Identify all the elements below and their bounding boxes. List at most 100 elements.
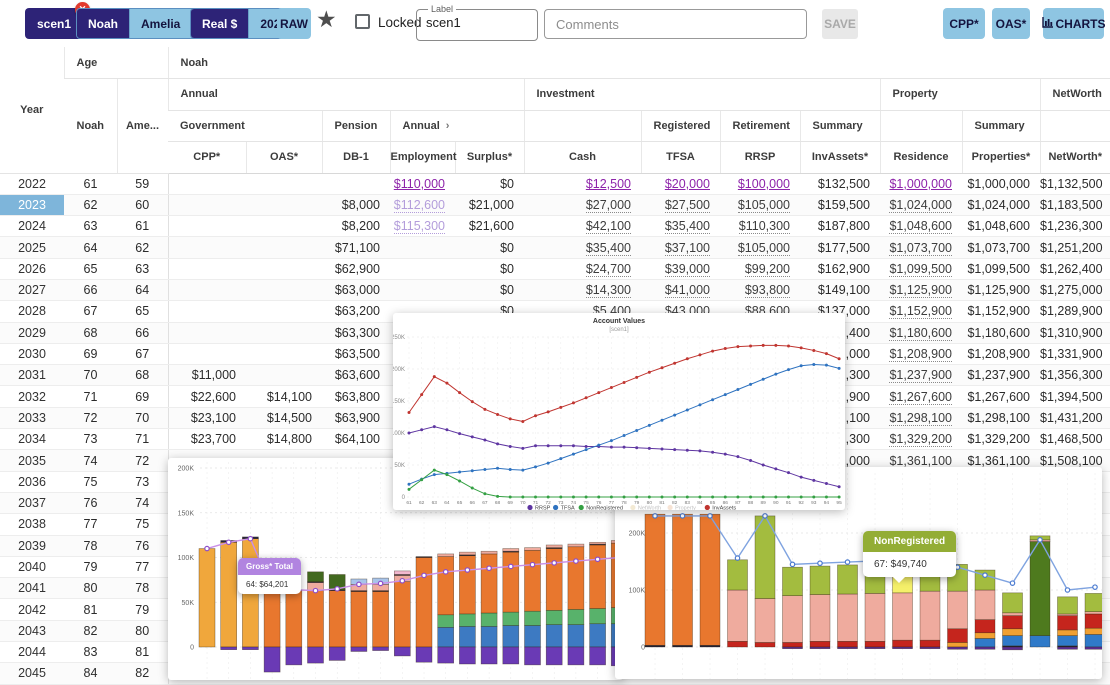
cpp-button[interactable]: CPP* <box>943 8 985 39</box>
account-values-chart[interactable]: Account Values[scen1]250K200K150K100K50K… <box>393 313 845 510</box>
locked-checkbox[interactable] <box>355 14 370 29</box>
year-cell[interactable]: 2025 <box>0 237 64 258</box>
year-cell[interactable]: 2036 <box>0 471 64 492</box>
year-cell[interactable]: 2045 <box>0 663 64 684</box>
table-cell[interactable]: $1,180,600 <box>880 322 962 343</box>
year-cell[interactable]: 2037 <box>0 492 64 513</box>
year-cell[interactable]: 2027 <box>0 279 64 300</box>
col-header-blank <box>1040 110 1110 142</box>
col-header-invassets-[interactable]: InvAssets* <box>800 142 880 174</box>
table-cell[interactable]: $100,000 <box>720 173 800 194</box>
year-cell[interactable]: 2022 <box>0 173 64 194</box>
table-cell[interactable]: $14,300 <box>524 279 641 300</box>
table-cell[interactable]: $27,000 <box>524 194 641 215</box>
table-cell: 66 <box>117 322 168 343</box>
col-header-rrsp[interactable]: RRSP <box>720 142 800 174</box>
year-cell[interactable]: 2028 <box>0 301 64 322</box>
table-cell[interactable]: $99,200 <box>720 258 800 279</box>
col-header-cash[interactable]: Cash <box>524 142 641 174</box>
svg-text:70: 70 <box>520 500 526 506</box>
year-cell[interactable]: 2026 <box>0 258 64 279</box>
year-cell[interactable]: 2039 <box>0 535 64 556</box>
table-cell[interactable]: $1,125,900 <box>880 279 962 300</box>
year-cell[interactable]: 2042 <box>0 599 64 620</box>
table-cell[interactable]: $24,700 <box>524 258 641 279</box>
col-header-surplus-[interactable]: Surplus* <box>455 142 524 174</box>
table-cell[interactable]: $1,329,200 <box>880 429 962 450</box>
table-cell[interactable]: $1,152,900 <box>880 301 962 322</box>
year-cell[interactable]: 2023 <box>0 194 64 215</box>
table-cell[interactable]: $105,000 <box>720 237 800 258</box>
col-header-employment[interactable]: Employment <box>390 142 455 174</box>
year-cell[interactable]: 2032 <box>0 386 64 407</box>
table-cell[interactable]: $1,208,900 <box>880 343 962 364</box>
table-cell[interactable]: $1,267,600 <box>880 386 962 407</box>
col-header-tfsa[interactable]: TFSA <box>641 142 720 174</box>
year-cell[interactable]: 2033 <box>0 407 64 428</box>
year-cell[interactable]: 2024 <box>0 216 64 237</box>
year-cell[interactable]: 2034 <box>0 429 64 450</box>
save-button[interactable]: SAVE <box>822 9 858 39</box>
table-cell[interactable]: $20,000 <box>641 173 720 194</box>
year-cell[interactable]: 2030 <box>0 343 64 364</box>
col-header-db-1[interactable]: DB-1 <box>322 142 390 174</box>
table-cell[interactable]: $110,300 <box>720 216 800 237</box>
table-cell[interactable]: $27,500 <box>641 194 720 215</box>
table-cell[interactable]: $1,048,600 <box>880 216 962 237</box>
year-cell[interactable]: 2029 <box>0 322 64 343</box>
table-cell[interactable]: $37,100 <box>641 237 720 258</box>
label-input[interactable] <box>426 15 528 30</box>
year-cell[interactable]: 2044 <box>0 642 64 663</box>
table-cell[interactable]: $1,024,000 <box>880 194 962 215</box>
table-cell[interactable]: $35,400 <box>641 216 720 237</box>
year-cell[interactable]: 2041 <box>0 578 64 599</box>
person-toggle-noah[interactable]: Noah <box>77 9 129 38</box>
person-toggle-amelia[interactable]: Amelia <box>129 9 191 38</box>
table-cell: $63,200 <box>322 301 390 322</box>
table-cell[interactable]: $39,000 <box>641 258 720 279</box>
dollar-toggle-real[interactable]: Real $ <box>191 9 248 38</box>
table-cell[interactable]: $1,237,900 <box>880 365 962 386</box>
svg-text:65: 65 <box>457 500 463 506</box>
expand-chevron-icon[interactable]: › <box>446 120 450 132</box>
table-cell[interactable]: $115,300 <box>390 216 455 237</box>
year-cell[interactable]: 2031 <box>0 365 64 386</box>
table-cell[interactable]: $93,800 <box>720 279 800 300</box>
svg-text:95: 95 <box>836 500 842 506</box>
charts-button-label: CHARTS <box>1056 17 1106 31</box>
table-cell[interactable]: $35,400 <box>524 237 641 258</box>
table-cell[interactable]: $1,099,500 <box>880 258 962 279</box>
table-cell: $63,000 <box>322 279 390 300</box>
table-cell[interactable]: $42,100 <box>524 216 641 237</box>
col-header-residence[interactable]: Residence <box>880 142 962 174</box>
col-header-oas-[interactable]: OAS* <box>246 142 322 174</box>
table-cell[interactable]: $1,073,700 <box>880 237 962 258</box>
table-cell[interactable]: $105,000 <box>720 194 800 215</box>
charts-button[interactable]: CHARTS <box>1043 8 1104 39</box>
year-cell[interactable]: 2043 <box>0 620 64 641</box>
table-cell: $177,500 <box>800 237 880 258</box>
star-icon[interactable]: ★ <box>316 6 337 33</box>
year-cell[interactable]: 2040 <box>0 556 64 577</box>
raw-button[interactable]: RAW <box>277 8 311 39</box>
year-cell[interactable]: 2038 <box>0 514 64 535</box>
col-header-properties-[interactable]: Properties* <box>962 142 1040 174</box>
table-cell[interactable]: $1,000,000 <box>880 173 962 194</box>
table-cell <box>168 216 246 237</box>
table-cell[interactable]: $112,600 <box>390 194 455 215</box>
table-cell[interactable]: $110,000 <box>390 173 455 194</box>
account-values-chart-popup[interactable]: Account Values[scen1]250K200K150K100K50K… <box>393 313 845 510</box>
table-cell[interactable]: $41,000 <box>641 279 720 300</box>
col-header-networth-[interactable]: NetWorth* <box>1040 142 1110 174</box>
table-row-2024: 20246361$8,200$115,300$21,600$42,100$35,… <box>0 216 1110 237</box>
year-cell[interactable]: 2035 <box>0 450 64 471</box>
comments-input[interactable] <box>544 9 807 39</box>
oas-button[interactable]: OAS* <box>992 8 1030 39</box>
svg-text:[scen1]: [scen1] <box>609 327 629 333</box>
scenario-tab[interactable]: scen1 ✕ <box>25 8 83 39</box>
svg-text:61: 61 <box>406 500 412 506</box>
table-cell[interactable]: $12,500 <box>524 173 641 194</box>
table-cell[interactable]: $1,298,100 <box>880 407 962 428</box>
table-cell: 63 <box>64 216 117 237</box>
col-header-cpp-[interactable]: CPP* <box>168 142 246 174</box>
